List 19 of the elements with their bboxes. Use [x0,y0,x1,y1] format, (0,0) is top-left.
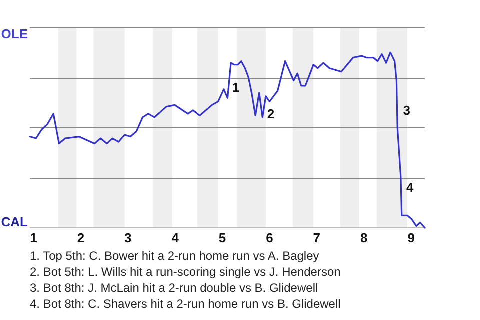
x-tick-label: 6 [266,230,274,246]
text: 4. Bot 8th: C. Shavers hit a 2-run home run vs B. Glidewell [30,297,341,311]
x-tick-label: 5 [218,230,226,246]
x-tick-label: 9 [408,230,415,246]
text: 3. Bot 8th: J. McLain hit a 2-run double vs B. Glidewell [30,281,318,295]
x-tick-label: 3 [124,230,132,246]
annotation: 2 [267,106,275,122]
annotation: 4 [406,180,415,196]
text: CAL [1,214,28,230]
x-tick-label: 4 [172,230,180,246]
x-tick-label: 1 [30,230,38,246]
x-tick-label: 8 [360,230,368,246]
annotation: 1 [232,80,240,96]
text: 1. Top 5th: C. Bower hit a 2-run home run vs A. Bagley [30,249,320,263]
text: OLE [1,26,28,42]
x-tick-label: 7 [313,230,321,246]
annotation: 3 [403,102,410,118]
text: 2. Bot 5th: L. Wills hit a run-scoring single vs J. Henderson [30,265,341,279]
x-tick-label: 2 [77,230,85,246]
